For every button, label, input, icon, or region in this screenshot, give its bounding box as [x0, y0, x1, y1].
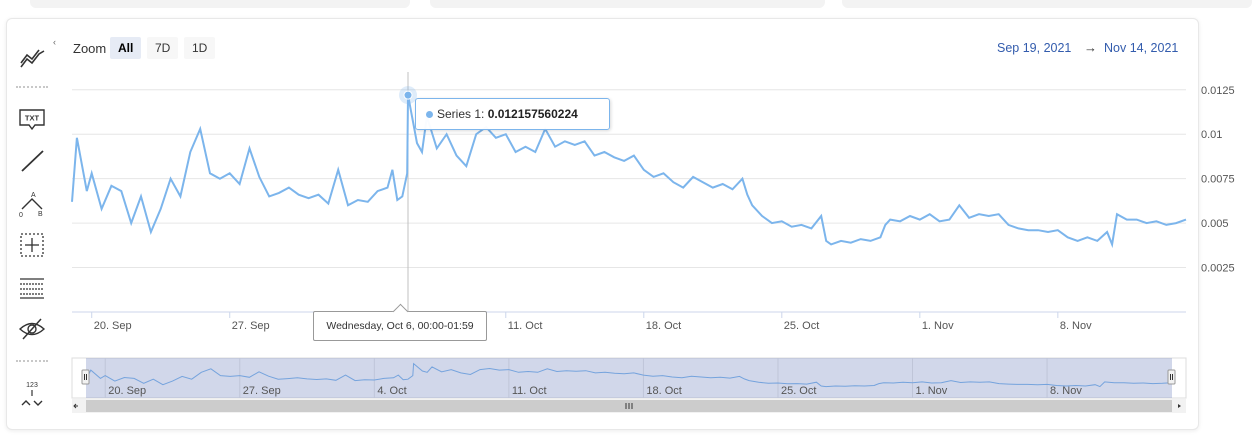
measure-label-a: A — [31, 192, 36, 199]
indicators-icon — [20, 49, 45, 68]
crosshair-tool-button[interactable] — [14, 228, 50, 262]
measure-label-0: 0 — [19, 212, 23, 217]
price-indicator-label: 123 — [26, 382, 38, 389]
grid-tool-button[interactable] — [14, 270, 50, 304]
top-panel-edge — [842, 0, 1252, 8]
zoom-label: Zoom — [73, 41, 107, 56]
toolbar-separator — [16, 86, 48, 88]
navigator-x-label: 4. Oct — [377, 385, 406, 397]
navigator-x-label: 1. Nov — [916, 385, 948, 397]
line-icon — [21, 150, 44, 172]
scroll-left-arrow-icon[interactable] — [73, 403, 78, 409]
y-tick-label: 0.0075 — [1201, 174, 1235, 186]
y-axis: 0.0025 0.005 0.0075 0.01 0.0125 — [1201, 85, 1235, 275]
x-tick-label: 25. Oct — [784, 320, 819, 332]
measure-icon: A 0 B — [19, 192, 43, 217]
range-to-input[interactable]: Nov 14, 2021 — [1104, 41, 1179, 55]
price-indicator-button[interactable]: 123 — [14, 376, 50, 410]
scrollbar[interactable] — [72, 399, 1186, 413]
measure-tool-button[interactable]: A 0 B — [14, 186, 50, 220]
hide-annotations-button[interactable] — [14, 312, 50, 346]
text-annotation-icon: TXT — [19, 109, 45, 131]
text-annotation-button[interactable]: TXT — [14, 102, 50, 136]
top-panel-edge — [430, 0, 825, 8]
annotation-toolbar: TXT A 0 B — [10, 36, 54, 416]
crosshair-icon — [20, 233, 44, 257]
zoom-all-button[interactable]: All — [110, 37, 142, 59]
zoom-1d-button[interactable]: 1D — [184, 37, 216, 59]
navigator-x-label: 20. Sep — [108, 385, 146, 397]
navigator-x-label: 18. Oct — [646, 385, 681, 397]
x-tick-label: 8. Nov — [1060, 320, 1092, 332]
range-separator: → — [1084, 40, 1097, 55]
indicators-button[interactable] — [14, 42, 50, 76]
x-tick-label: 20. Sep — [94, 320, 132, 332]
measure-label-b: B — [38, 211, 43, 217]
navigator-x-label: 25. Oct — [781, 385, 816, 397]
crosshair-date-label: Wednesday, Oct 6, 00:00-01:59 — [313, 311, 487, 341]
navigator-x-labels: 20. Sep 27. Sep 4. Oct 11. Oct 18. Oct 25. Oc… — [108, 385, 1082, 397]
series-color-dot — [426, 111, 433, 118]
navigator-x-label: 8. Nov — [1050, 385, 1082, 397]
grid-table-icon — [20, 278, 44, 299]
top-panel-edge — [30, 0, 410, 8]
x-tick-label: 1. Nov — [922, 320, 954, 332]
text-annotation-label: TXT — [25, 114, 40, 123]
line-tool-button[interactable] — [14, 144, 50, 178]
series-1-line — [71, 94, 1187, 249]
x-tick-label: 27. Sep — [232, 320, 270, 332]
hover-tooltip: Series 1: 0.012157560224 — [415, 98, 610, 130]
grid-lines — [72, 89, 1186, 313]
y-tick-label: 0.0025 — [1201, 263, 1235, 275]
tooltip-series-label: Series 1: — [437, 107, 488, 121]
x-tick-label: 11. Oct — [508, 320, 543, 332]
toolbar-collapse-arrow[interactable]: ‹ — [53, 37, 56, 47]
zoom-7d-button[interactable]: 7D — [147, 37, 179, 59]
y-tick-label: 0.0125 — [1201, 85, 1235, 97]
navigator[interactable]: 20. Sep 27. Sep 4. Oct 11. Oct 18. Oct 25. Oc… — [71, 357, 1187, 399]
y-tick-label: 0.005 — [1201, 218, 1229, 230]
price-indicator-icon: 123 — [21, 382, 43, 406]
hover-point — [403, 90, 413, 100]
navigator-left-handle[interactable] — [81, 369, 90, 385]
navigator-frame — [71, 357, 1187, 399]
navigator-series-line — [85, 362, 1173, 388]
navigator-grid — [104, 358, 1048, 398]
hide-eye-icon — [18, 318, 46, 340]
tooltip-value: 0.012157560224 — [487, 107, 578, 121]
scroll-right-arrow-icon[interactable] — [1178, 404, 1181, 408]
x-tick-label: 18. Oct — [646, 320, 681, 332]
navigator-x-label: 27. Sep — [243, 385, 281, 397]
y-tick-label: 0.01 — [1201, 129, 1222, 141]
navigator-right-handle[interactable] — [1167, 369, 1176, 385]
range-from-input[interactable]: Sep 19, 2021 — [997, 41, 1072, 55]
toolbar-separator — [16, 360, 48, 362]
navigator-x-label: 11. Oct — [512, 385, 547, 397]
navigator-mask[interactable] — [86, 358, 1172, 398]
